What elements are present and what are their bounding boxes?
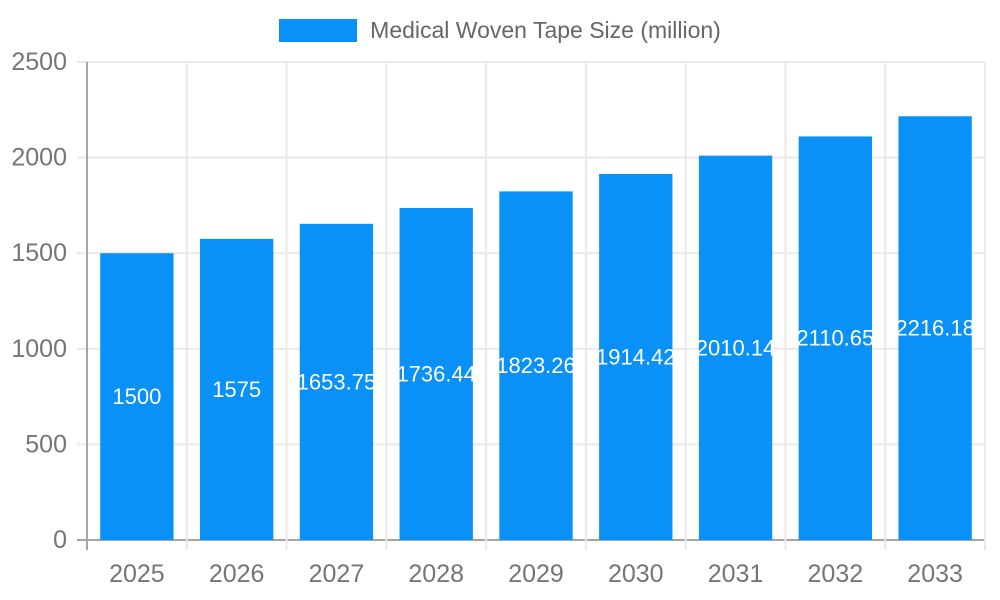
bar-2029[interactable] — [499, 191, 573, 540]
x-tick-label: 2026 — [209, 560, 265, 588]
bar-2028[interactable] — [399, 207, 473, 540]
y-tick-label: 2500 — [11, 48, 67, 76]
bar-2025[interactable] — [100, 253, 174, 540]
bar-value-label: 1914.42 — [596, 344, 676, 369]
bar-value-label: 2010.14 — [696, 335, 776, 360]
bar-2032[interactable] — [798, 136, 873, 540]
legend-item[interactable]: Medical Woven Tape Size (million) — [0, 17, 1000, 44]
bar-2030[interactable] — [599, 173, 673, 540]
bar-value-label: 1575 — [212, 377, 261, 402]
x-tick-label: 2027 — [309, 560, 365, 588]
bar-value-label: 2216.18 — [895, 316, 975, 341]
bar-value-label: 1500 — [112, 384, 161, 409]
legend-label: Medical Woven Tape Size (million) — [370, 17, 721, 43]
bar-2031[interactable] — [698, 155, 773, 540]
x-tick-label: 2030 — [608, 560, 664, 588]
bar-2033[interactable] — [898, 116, 972, 540]
y-tick-label: 0 — [53, 526, 67, 554]
x-tick-label: 2033 — [907, 560, 963, 588]
y-tick-label: 500 — [25, 430, 67, 458]
bar-value-label: 1823.26 — [496, 353, 576, 378]
bar-value-label: 1736.44 — [396, 361, 476, 386]
x-tick-label: 2029 — [508, 560, 564, 588]
bar-2026[interactable] — [199, 238, 274, 541]
bar-value-label: 1653.75 — [297, 369, 377, 394]
y-tick-label: 1000 — [11, 335, 67, 363]
y-tick-label: 2000 — [11, 144, 67, 172]
y-tick-label: 1500 — [11, 239, 67, 267]
x-tick-label: 2032 — [808, 560, 864, 588]
bar-value-label: 2110.65 — [796, 326, 874, 351]
x-tick-label: 2025 — [109, 560, 165, 588]
x-tick-label: 2028 — [408, 560, 464, 588]
legend-swatch — [279, 19, 358, 42]
bar-2027[interactable] — [299, 223, 374, 541]
x-tick-label: 2031 — [708, 560, 764, 588]
